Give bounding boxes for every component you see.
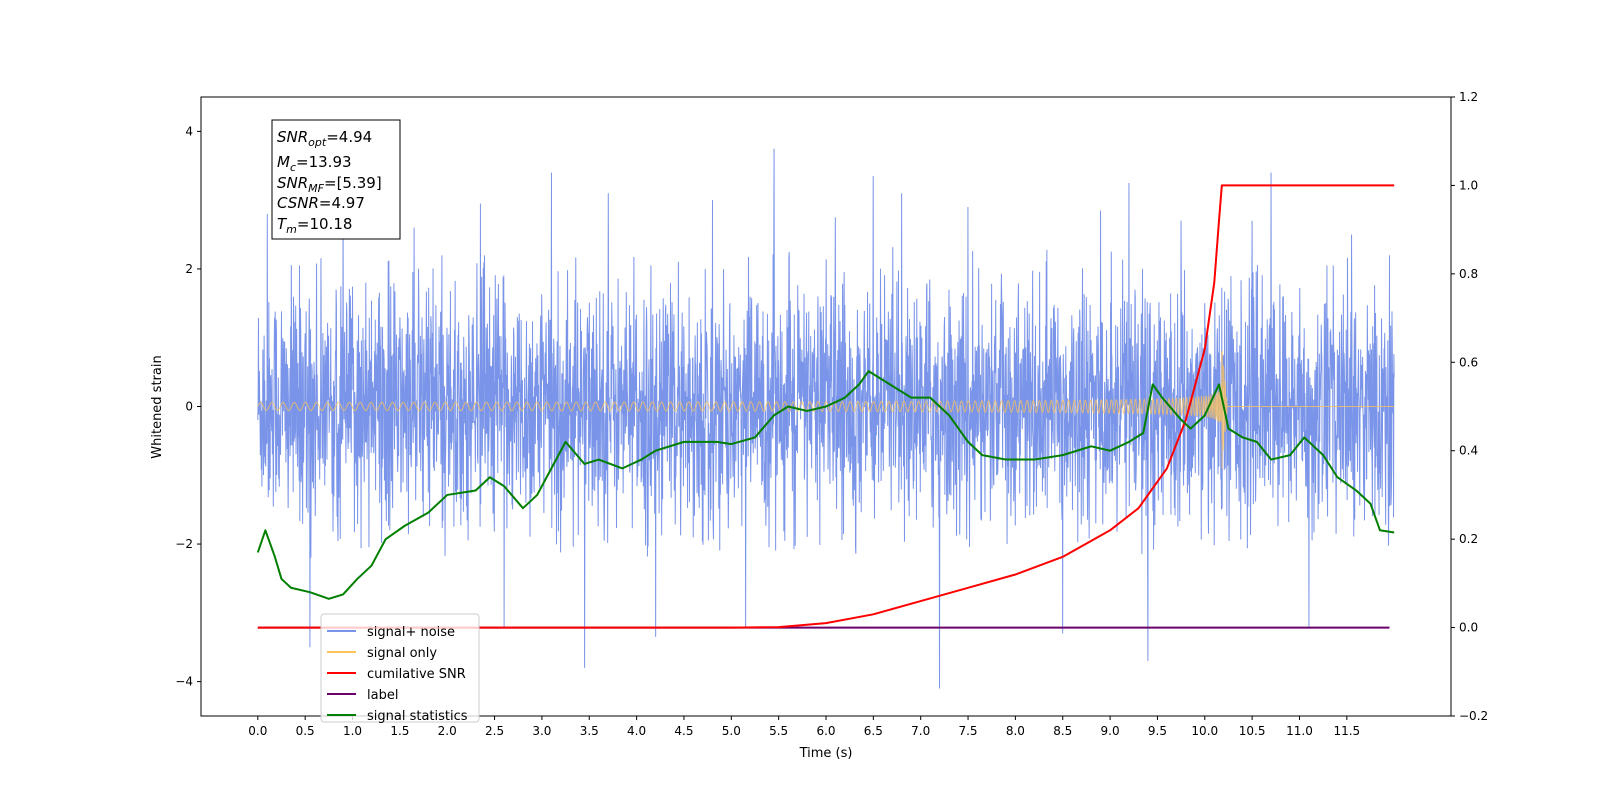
y2-tick-label: 0.6 — [1459, 355, 1478, 369]
series-signal-noise — [257, 148, 1395, 689]
info-tm: Tm=10.18 — [277, 215, 352, 236]
x-tick-label: 11.5 — [1333, 724, 1360, 738]
x-tick-label: 8.0 — [1006, 724, 1025, 738]
series-signal-statistics — [256, 370, 1395, 600]
info-box: SNRopt=4.94 Mc=13.93 SNRMF=[5.39] CSNR=4… — [271, 119, 401, 240]
y-axis-label: Whitened strain — [150, 355, 165, 458]
x-tick-label: 11.0 — [1286, 724, 1313, 738]
x-tick-label: 0.5 — [296, 724, 315, 738]
y2-tick-label: 0.4 — [1459, 444, 1478, 458]
x-axis-label: Time (s) — [799, 746, 853, 761]
x-tick-label: 10.0 — [1191, 724, 1218, 738]
x-tick-label: 7.5 — [958, 724, 977, 738]
y-tick-label: 2 — [185, 262, 193, 276]
y2-tick-label: 1.0 — [1459, 178, 1478, 192]
legend-label: label — [367, 688, 398, 703]
x-tick-label: 6.0 — [816, 724, 835, 738]
x-tick-label: 9.0 — [1101, 724, 1120, 738]
series-signal-only — [257, 350, 1395, 469]
x-tick-label: 9.5 — [1148, 724, 1167, 738]
y-axis-right: −0.2 0.0 0.2 0.4 0.6 0.8 1.0 1.2 — [1451, 90, 1488, 723]
y2-tick-label: 0.0 — [1459, 621, 1478, 635]
y-tick-label: 0 — [185, 400, 193, 414]
legend-frame — [320, 613, 480, 723]
x-tick-label: 10.5 — [1239, 724, 1266, 738]
x-tick-label: 2.0 — [438, 724, 457, 738]
x-tick-label: 6.5 — [864, 724, 883, 738]
x-tick-label: 3.5 — [580, 724, 599, 738]
y2-tick-label: −0.2 — [1459, 709, 1488, 723]
x-tick-label: 4.5 — [674, 724, 693, 738]
x-tick-label: 7.0 — [911, 724, 930, 738]
x-tick-label: 0.0 — [248, 724, 267, 738]
x-tick-label: 5.5 — [769, 724, 788, 738]
x-tick-label: 4.0 — [627, 724, 646, 738]
legend-label: signal+ noise — [367, 625, 455, 640]
y-tick-label: 4 — [185, 124, 193, 138]
info-box-frame — [271, 119, 401, 240]
legend: signal+ noise signal only cumilative SNR la… — [320, 613, 480, 724]
y2-tick-label: 0.8 — [1459, 267, 1478, 281]
x-axis: 0.0 0.5 1.0 1.5 2.0 2.5 3.0 3.5 4.0 4.5 5.0 5.5 6.0 6… — [248, 716, 1360, 738]
y-axis-left: −4 −2 0 2 4 — [175, 124, 201, 689]
legend-label: signal only — [367, 646, 437, 661]
info-snr-mf: SNRMF=[5.39] — [277, 174, 382, 195]
x-tick-label: 5.0 — [722, 724, 741, 738]
info-snr-opt: SNRopt=4.94 — [277, 128, 372, 149]
legend-label: cumilative SNR — [367, 667, 466, 682]
y-tick-label: −4 — [175, 675, 193, 689]
info-mc: Mc=13.93 — [277, 153, 352, 174]
info-csnr: CSNR=4.97 — [277, 194, 365, 212]
y2-tick-label: 0.2 — [1459, 532, 1478, 546]
x-tick-label: 3.0 — [532, 724, 551, 738]
x-tick-label: 2.5 — [485, 724, 504, 738]
y-tick-label: −2 — [175, 537, 193, 551]
x-tick-label: 8.5 — [1053, 724, 1072, 738]
series-cumulative-snr — [257, 184, 1395, 629]
y2-tick-label: 1.2 — [1459, 90, 1478, 104]
x-tick-label: 1.5 — [390, 724, 409, 738]
x-tick-label: 1.0 — [343, 724, 362, 738]
legend-label: signal statistics — [367, 709, 468, 724]
